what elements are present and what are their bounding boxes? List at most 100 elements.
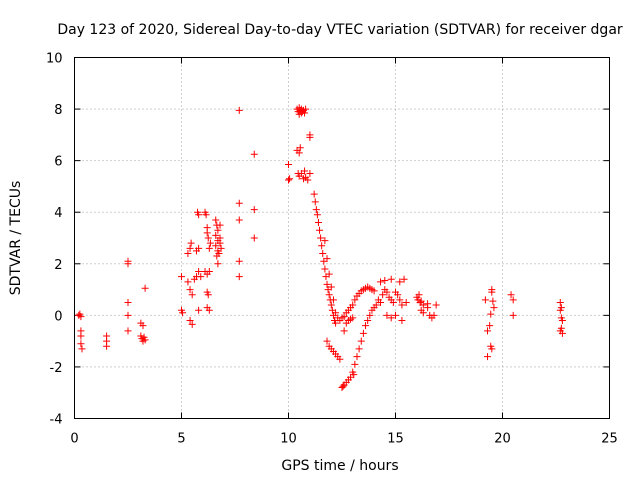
data-point bbox=[372, 301, 380, 309]
data-point bbox=[124, 298, 132, 306]
data-point bbox=[389, 298, 397, 306]
data-point bbox=[205, 268, 213, 276]
data-point bbox=[124, 327, 132, 335]
data-point bbox=[419, 309, 427, 317]
data-point bbox=[317, 234, 325, 242]
data-point bbox=[250, 150, 258, 158]
data-point bbox=[557, 314, 565, 322]
data-point bbox=[235, 273, 243, 281]
data-point bbox=[178, 273, 185, 281]
data-point bbox=[311, 198, 319, 206]
data-point bbox=[77, 313, 85, 321]
data-point bbox=[78, 345, 86, 353]
data-point bbox=[488, 345, 496, 353]
data-point bbox=[216, 239, 224, 247]
data-point bbox=[306, 170, 314, 178]
data-point bbox=[204, 291, 212, 299]
x-tick-label: 20 bbox=[494, 432, 511, 447]
data-point bbox=[484, 353, 492, 361]
data-point bbox=[141, 284, 149, 292]
data-point bbox=[398, 317, 406, 325]
data-point bbox=[332, 309, 340, 317]
data-point bbox=[489, 297, 497, 305]
data-point bbox=[417, 297, 425, 305]
data-point bbox=[304, 176, 312, 184]
data-point bbox=[353, 353, 361, 361]
data-point bbox=[318, 242, 326, 250]
data-point bbox=[206, 239, 214, 247]
x-tick-label: 10 bbox=[280, 432, 297, 447]
data-point bbox=[310, 190, 318, 198]
data-point bbox=[188, 291, 196, 299]
y-tick-label: 4 bbox=[54, 206, 62, 221]
data-point bbox=[235, 199, 243, 207]
data-point bbox=[366, 311, 374, 319]
data-point bbox=[295, 149, 303, 157]
data-point bbox=[321, 237, 329, 245]
data-point bbox=[349, 314, 357, 322]
data-point bbox=[203, 229, 211, 237]
y-tick-label: 0 bbox=[54, 309, 62, 324]
data-point bbox=[556, 306, 564, 314]
data-point bbox=[509, 311, 517, 319]
y-tick-label: 2 bbox=[54, 258, 62, 273]
data-point bbox=[139, 322, 147, 330]
data-point bbox=[556, 298, 564, 306]
data-point bbox=[327, 301, 335, 309]
data-point bbox=[323, 255, 331, 263]
y-tick-label: -2 bbox=[50, 361, 63, 376]
x-axis-label: GPS time / hours bbox=[281, 458, 398, 474]
data-point bbox=[184, 249, 192, 257]
data-point bbox=[381, 277, 389, 285]
data-point bbox=[214, 226, 222, 234]
data-point bbox=[325, 291, 333, 299]
data-point bbox=[197, 273, 205, 281]
data-point bbox=[509, 296, 517, 304]
data-point bbox=[216, 221, 224, 229]
data-point bbox=[214, 260, 222, 268]
x-tick-label: 15 bbox=[387, 432, 404, 447]
data-point bbox=[415, 291, 423, 299]
chart-title: Day 123 of 2020, Sidereal Day-to-day VTE… bbox=[57, 22, 623, 38]
data-point bbox=[402, 298, 410, 306]
data-point bbox=[202, 211, 210, 219]
data-point bbox=[323, 280, 331, 288]
data-point bbox=[362, 322, 370, 330]
data-point bbox=[212, 242, 220, 250]
data-points bbox=[75, 104, 566, 392]
data-point bbox=[424, 300, 432, 308]
y-tick-label: -4 bbox=[50, 413, 63, 428]
tick-labels: 0 5 10 15 20 25 -4 -2 0 2 4 6 8 10 bbox=[46, 52, 618, 447]
data-point bbox=[392, 311, 399, 319]
data-point bbox=[349, 301, 357, 309]
data-point bbox=[316, 226, 324, 234]
data-point bbox=[400, 275, 408, 283]
data-point bbox=[387, 275, 395, 283]
data-point bbox=[285, 161, 292, 169]
data-point bbox=[215, 249, 223, 257]
data-point bbox=[340, 313, 348, 321]
data-point bbox=[507, 291, 515, 299]
x-tick-label: 5 bbox=[177, 432, 185, 447]
data-point bbox=[340, 327, 348, 335]
data-point bbox=[188, 320, 196, 328]
data-point bbox=[379, 291, 387, 299]
data-point bbox=[481, 296, 489, 304]
data-point bbox=[396, 296, 404, 304]
data-point bbox=[124, 311, 132, 319]
data-point bbox=[301, 167, 309, 175]
data-point bbox=[235, 216, 243, 224]
data-point bbox=[195, 244, 203, 252]
data-point bbox=[186, 244, 194, 252]
data-point bbox=[558, 329, 566, 337]
data-point bbox=[355, 345, 363, 353]
data-point bbox=[339, 382, 347, 390]
data-point bbox=[383, 311, 391, 319]
data-point bbox=[338, 384, 346, 392]
data-point bbox=[327, 283, 335, 291]
data-point bbox=[103, 342, 111, 350]
data-point bbox=[77, 340, 85, 348]
data-point bbox=[77, 332, 85, 340]
data-point bbox=[319, 249, 327, 257]
